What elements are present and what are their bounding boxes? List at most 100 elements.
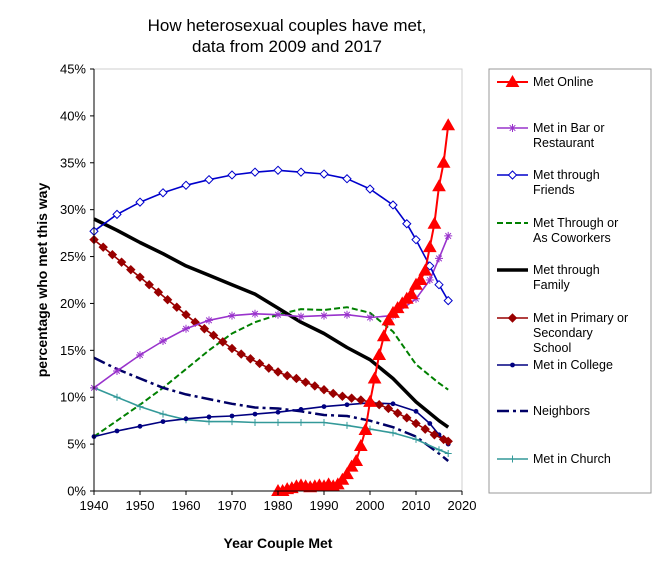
series-met-through-friends bbox=[89, 165, 453, 306]
data-point-met-in-church bbox=[274, 419, 282, 427]
data-point-met-through-friends bbox=[365, 184, 375, 194]
data-point-met-in-primary-or-secondary-school bbox=[429, 430, 440, 440]
data-point-met-in-primary-or-secondary-school bbox=[356, 395, 366, 405]
data-point-met-online bbox=[427, 216, 442, 229]
legend-label: Friends bbox=[533, 183, 575, 197]
data-point-met-through-friends bbox=[388, 200, 398, 210]
data-point-met-in-primary-or-secondary-school bbox=[264, 363, 274, 373]
data-point-met-through-friends bbox=[181, 180, 191, 190]
legend-swatch-marker bbox=[509, 455, 516, 463]
data-point-met-in-college bbox=[413, 408, 419, 414]
series-line-met-in-primary-or-secondary-school bbox=[93, 239, 449, 443]
data-point-met-in-primary-or-secondary-school bbox=[300, 377, 311, 387]
x-tick-label: 2020 bbox=[448, 498, 477, 513]
data-point-met-in-college bbox=[390, 401, 396, 407]
y-tick-label: 10% bbox=[60, 390, 86, 405]
data-point-met-in-college bbox=[160, 419, 166, 425]
data-point-met-through-friends bbox=[434, 279, 444, 290]
series-line-met-in-church bbox=[93, 387, 449, 455]
legend-label: Met in Primary or bbox=[533, 311, 628, 325]
legend-label: Met Online bbox=[533, 75, 593, 89]
x-tick-label: 1960 bbox=[172, 498, 201, 513]
y-axis-label: percentage who met this way bbox=[34, 183, 50, 378]
data-point-met-in-church bbox=[251, 419, 259, 427]
legend-item-neighbors: Neighbors bbox=[497, 404, 590, 418]
series-met-in-primary-or-secondary-school bbox=[89, 234, 453, 447]
data-point-met-in-college bbox=[252, 411, 258, 417]
data-point-met-through-friends bbox=[273, 165, 283, 175]
data-point-met-in-primary-or-secondary-school bbox=[319, 385, 329, 395]
series-met-through-family bbox=[93, 217, 450, 429]
data-point-met-in-primary-or-secondary-school bbox=[346, 393, 357, 403]
data-point-met-in-church bbox=[444, 449, 452, 457]
data-point-met-in-church bbox=[320, 419, 328, 427]
data-point-met-in-college bbox=[321, 404, 327, 409]
series-met-in-bar-or-restaurant bbox=[90, 231, 453, 392]
data-point-met-in-college bbox=[298, 407, 304, 412]
y-tick-label: 15% bbox=[60, 343, 86, 358]
y-tick-label: 25% bbox=[60, 249, 86, 264]
legend-label: Met in Bar or bbox=[533, 121, 605, 135]
data-point-met-online bbox=[432, 179, 446, 192]
data-point-met-in-bar-or-restaurant bbox=[228, 311, 236, 320]
data-point-met-online bbox=[418, 263, 433, 276]
data-point-met-in-church bbox=[113, 393, 121, 401]
data-point-met-in-bar-or-restaurant bbox=[320, 311, 328, 320]
data-point-met-in-college bbox=[427, 421, 433, 426]
data-point-met-in-primary-or-secondary-school bbox=[328, 388, 338, 399]
data-point-met-online bbox=[358, 423, 373, 436]
legend-label: School bbox=[533, 341, 571, 355]
legend-swatch-marker bbox=[510, 362, 515, 368]
data-point-met-in-bar-or-restaurant bbox=[205, 316, 213, 325]
data-point-met-through-friends bbox=[319, 169, 329, 179]
x-tick-label: 1990 bbox=[310, 498, 339, 513]
y-tick-label: 20% bbox=[60, 296, 86, 311]
series-met-in-church bbox=[90, 384, 452, 457]
data-point-met-in-church bbox=[343, 421, 351, 429]
series-line-met-in-bar-or-restaurant bbox=[93, 235, 449, 389]
data-point-met-online bbox=[413, 272, 428, 285]
data-point-met-online bbox=[436, 155, 451, 168]
data-point-met-in-primary-or-secondary-school bbox=[236, 349, 246, 359]
y-axis-ticks: 0% 5% 10% 15% 20% 25% 30% 35% 40% 45% bbox=[60, 62, 94, 499]
data-point-met-through-friends bbox=[411, 234, 421, 245]
data-point-met-in-primary-or-secondary-school bbox=[218, 337, 228, 347]
data-point-met-in-church bbox=[228, 418, 236, 426]
chart-title-line-2: data from 2009 and 2017 bbox=[192, 37, 382, 56]
data-point-met-in-bar-or-restaurant bbox=[366, 313, 374, 322]
data-point-met-in-bar-or-restaurant bbox=[113, 366, 121, 375]
y-tick-label: 40% bbox=[60, 108, 86, 123]
data-point-met-online bbox=[372, 348, 387, 361]
legend-swatch-marker bbox=[507, 170, 518, 180]
data-point-met-in-primary-or-secondary-school bbox=[181, 309, 191, 320]
y-tick-label: 5% bbox=[67, 437, 86, 452]
data-point-met-in-church bbox=[435, 446, 443, 454]
data-point-met-in-primary-or-secondary-school bbox=[227, 343, 237, 354]
legend-swatch-marker bbox=[505, 74, 520, 87]
legend-item-met-in-college: Met in College bbox=[497, 358, 613, 372]
series-line-met-online bbox=[278, 125, 450, 492]
data-point-met-online bbox=[367, 371, 382, 384]
data-point-met-through-friends bbox=[227, 170, 237, 180]
data-point-met-in-primary-or-secondary-school bbox=[126, 264, 136, 275]
data-point-met-online bbox=[422, 240, 437, 253]
legend-label: Met in Church bbox=[533, 452, 611, 466]
x-tick-label: 1970 bbox=[218, 498, 247, 513]
data-point-met-through-friends bbox=[443, 295, 453, 306]
data-point-met-in-bar-or-restaurant bbox=[425, 276, 434, 284]
data-point-met-in-primary-or-secondary-school bbox=[98, 242, 108, 252]
data-point-met-in-primary-or-secondary-school bbox=[374, 400, 384, 410]
series-lines bbox=[89, 118, 456, 496]
x-axis-label: Year Couple Met bbox=[224, 535, 333, 551]
legend-label: Met through bbox=[533, 263, 600, 277]
legend-item-met-in-church: Met in Church bbox=[497, 452, 611, 466]
legend-label: Neighbors bbox=[533, 404, 590, 418]
data-point-met-in-primary-or-secondary-school bbox=[420, 424, 430, 434]
data-point-met-in-church bbox=[136, 403, 144, 411]
data-point-met-in-church bbox=[159, 410, 167, 418]
